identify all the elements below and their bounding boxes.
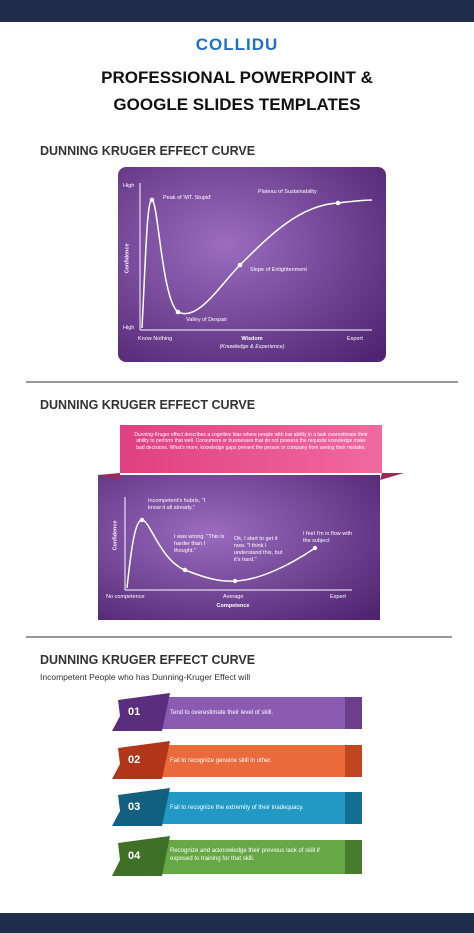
item-number: 04 (128, 850, 141, 862)
axis-label: High (123, 183, 135, 189)
axis-label: Average (223, 594, 244, 600)
item-number: 02 (128, 754, 141, 766)
heading: DUNNING KRUGER EFFECT CURVE (40, 398, 256, 412)
chart-panel (98, 475, 380, 620)
annotation: Plateau of Sustainability (258, 189, 317, 195)
description: Dunning-Kruger effect describes a cognit… (134, 432, 368, 451)
axis-label: Expert (330, 594, 346, 600)
banner (112, 836, 362, 876)
annotation: Ok, I start to get it now. "I think I un… (234, 536, 283, 563)
item-number: 01 (128, 706, 141, 718)
fold (380, 473, 404, 480)
axis-title: Confidence (112, 520, 119, 551)
points (139, 517, 318, 584)
axis-label: Expert (347, 336, 363, 342)
item-text: Tend to overestimate their level of skil… (170, 710, 274, 716)
item-text: Fail to recognize genuine skill in other… (170, 758, 272, 764)
banner (112, 788, 362, 826)
axes (139, 183, 372, 331)
axis-title: Confidence (124, 243, 131, 274)
title: GOOGLE SLIDES TEMPLATES (113, 95, 361, 114)
axis-label: Know Nothing (138, 336, 173, 342)
axis-label: High (123, 325, 135, 331)
description-box (120, 425, 382, 473)
heading: DUNNING KRUGER EFFECT CURVE (40, 653, 256, 667)
annotation: Valley of Despair (186, 317, 228, 323)
axis-label: No competence (106, 594, 145, 600)
axis-title: Wisdom (241, 336, 263, 342)
bottom-bar (0, 913, 474, 933)
item-text: Recognize and acknowledge their previous… (170, 848, 320, 862)
annotation: I feel I'm in flow with the subject (303, 531, 353, 544)
fold (98, 473, 120, 480)
chart-panel (118, 167, 386, 362)
axes (124, 497, 352, 591)
annotation: Peak of 'MT. Stupid' (163, 195, 212, 201)
top-bar (0, 0, 474, 22)
title: PROFESSIONAL POWERPOINT & (101, 68, 373, 87)
points (149, 197, 341, 315)
annotation: Incompetent's hubris, "I know it all alr… (148, 498, 206, 511)
annotation: Slope of Enlightenment (250, 267, 307, 273)
banner (112, 693, 362, 731)
banner (112, 741, 362, 779)
subtitle: Incompetent People who has Dunning-Kruge… (40, 672, 251, 682)
heading: DUNNING KRUGER EFFECT CURVE (40, 144, 256, 158)
logo: COLLIDU (195, 35, 279, 54)
annotation: I was wrong. "This is harder than I thou… (174, 534, 225, 554)
axis-title: Competence (216, 603, 250, 609)
item-number: 03 (128, 801, 141, 813)
item-text: Fail to recognize the extremity of their… (170, 805, 304, 811)
axis-subtitle: (Knowledge & Experience) (219, 344, 285, 350)
